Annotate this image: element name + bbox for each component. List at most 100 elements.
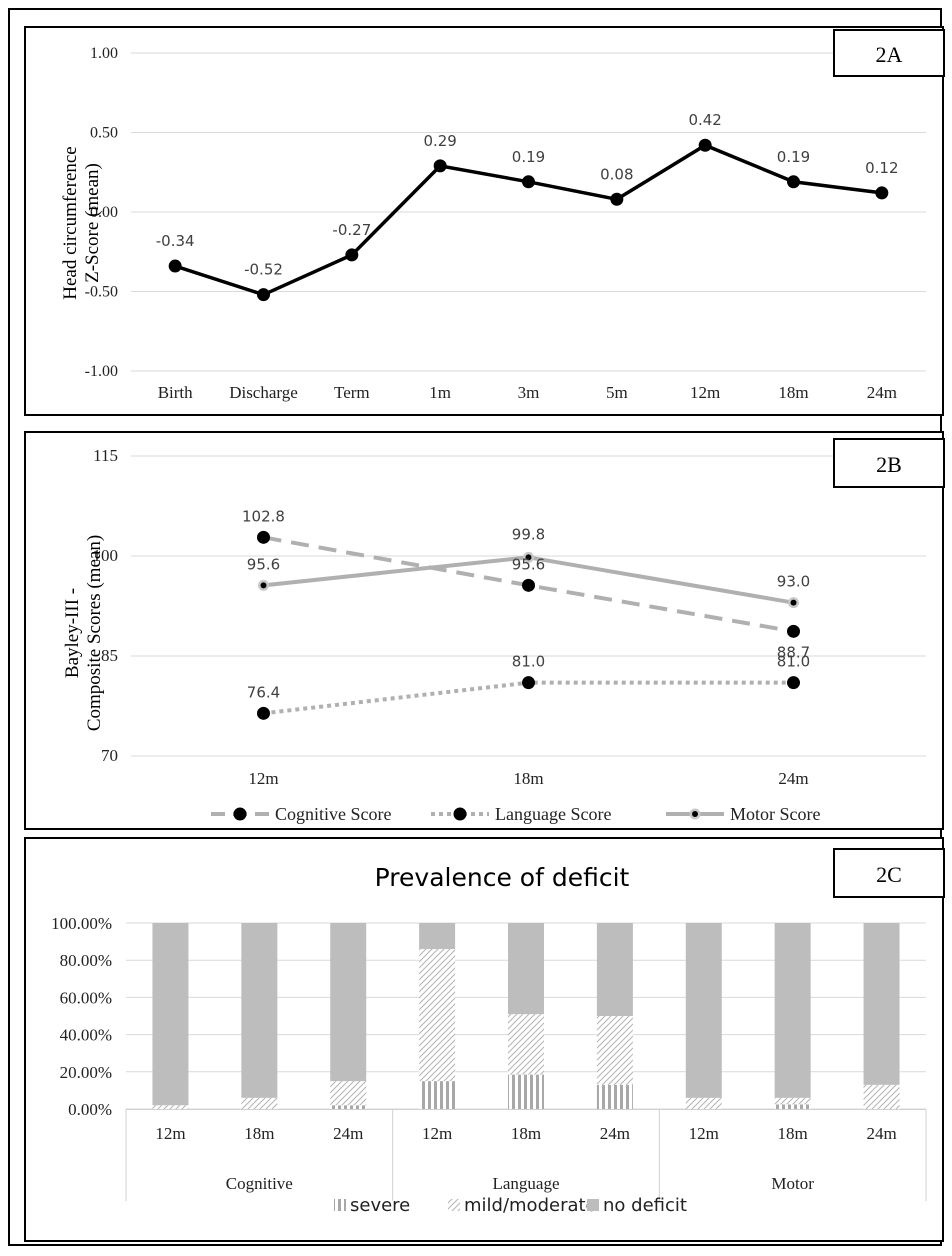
x-tick-label: 18m <box>778 383 808 402</box>
chart-2b: 115 100 85 70 12m 18m 24m 102.8 95.6 88.7 76.4 81… <box>62 438 945 824</box>
panel-2a: 1.00 0.50 0.00 -0.50 -1.00 Birth Discharge Ter… <box>24 26 945 416</box>
legend-label-mild-moderate: mild/moderate <box>464 1195 597 1216</box>
data-point-cognitive <box>522 578 535 592</box>
data-label: -0.27 <box>332 221 371 239</box>
data-label: 0.42 <box>688 111 721 129</box>
data-label-motor: 95.6 <box>247 555 280 573</box>
data-point <box>433 159 447 173</box>
bar-segment-no-deficit <box>330 923 367 1082</box>
data-point-language <box>522 676 535 690</box>
bar-segment-no-deficit <box>152 923 189 1106</box>
x-tick-label: 24m <box>867 383 897 402</box>
bar-segment-severe <box>596 1084 633 1109</box>
bar-segment-severe <box>508 1074 544 1109</box>
bar-segment-mild-moderate <box>685 1097 722 1109</box>
bar-segment-severe <box>330 1105 367 1109</box>
panel-2c: Prevalence of deficit 0.00% 20.00% 40.00% 6… <box>24 837 945 1242</box>
y-axis-label-line1: Bayley-III - <box>62 588 83 678</box>
data-point-cognitive <box>787 624 800 638</box>
data-label: -0.34 <box>156 232 195 250</box>
x-tick-label: 24m <box>600 1124 630 1143</box>
x-tick-label: 1m <box>429 383 451 402</box>
bar-segment-mild-moderate <box>596 1016 633 1085</box>
panel-label-box <box>833 29 945 77</box>
y-tick-label: 70 <box>101 746 118 765</box>
y-axis-label-line2: Composite Scores (mean) <box>84 535 105 731</box>
x-tick-label: 3m <box>518 383 540 402</box>
data-label-cognitive: 102.8 <box>242 507 285 525</box>
data-label: 0.19 <box>777 148 810 166</box>
data-point <box>698 138 712 152</box>
legend-label-cognitive: Cognitive Score <box>275 804 391 824</box>
bar-segment-mild-moderate <box>774 1097 811 1105</box>
x-tick-label: 18m <box>778 1124 808 1143</box>
y-tick-label: 115 <box>93 446 118 465</box>
data-point-language <box>787 676 800 690</box>
bar-segment-no-deficit <box>596 923 633 1016</box>
group-label: Motor <box>771 1174 814 1193</box>
legend-label-no-deficit: no deficit <box>603 1195 687 1216</box>
group-label: Cognitive <box>226 1174 293 1193</box>
data-point <box>875 186 889 200</box>
data-label-language: 76.4 <box>247 683 280 701</box>
data-label-cognitive: 95.6 <box>512 555 545 573</box>
data-label: 0.12 <box>865 159 898 177</box>
group-label: Language <box>492 1174 559 1193</box>
y-tick-label: -0.50 <box>85 284 118 301</box>
legend-swatch-severe <box>334 1199 346 1211</box>
data-point <box>345 248 359 262</box>
x-tick-label: 12m <box>155 1124 185 1143</box>
data-point-core-motor <box>525 554 532 561</box>
legend-swatch-no-deficit <box>587 1199 599 1211</box>
y-tick-label: 60.00% <box>60 988 112 1007</box>
chart-2a: 1.00 0.50 0.00 -0.50 -1.00 Birth Discharge Ter… <box>60 29 945 402</box>
data-point <box>522 175 535 189</box>
x-tick-label: 24m <box>866 1124 896 1143</box>
data-label-language: 81.0 <box>512 653 545 671</box>
panel-label: 2C <box>876 862 902 887</box>
data-point <box>257 288 270 302</box>
y-tick-label: 0.00 <box>90 204 118 221</box>
bar-segment-mild-moderate <box>330 1081 367 1106</box>
x-tick-label: 18m <box>511 1124 541 1143</box>
panel-label-box <box>833 438 945 488</box>
bar-segment-severe <box>419 1081 456 1109</box>
bar-segment-mild-moderate <box>863 1084 900 1109</box>
y-tick-label: 100.00% <box>51 914 112 933</box>
panel-label: 2A <box>876 42 903 67</box>
data-label: 0.29 <box>423 132 456 150</box>
x-tick-label: Discharge <box>229 383 298 402</box>
data-label-cognitive: 88.7 <box>777 643 810 661</box>
bar-segment-no-deficit <box>419 923 456 950</box>
data-label-motor: 99.8 <box>512 525 545 543</box>
legend-label-motor: Motor Score <box>730 804 820 824</box>
x-tick-label: 24m <box>778 769 808 788</box>
data-point-core-motor <box>790 599 797 606</box>
x-tick-label: 5m <box>606 383 628 402</box>
y-tick-label: 0.50 <box>90 125 118 142</box>
bar-segment-mild-moderate <box>508 1014 544 1075</box>
data-point <box>787 175 800 189</box>
bar-segment-mild-moderate <box>419 949 456 1082</box>
x-tick-label: 12m <box>422 1124 452 1143</box>
legend-label-severe: severe <box>350 1195 410 1216</box>
bar-segment-no-deficit <box>685 923 722 1098</box>
data-point <box>168 259 182 273</box>
bar-segment-no-deficit <box>241 923 278 1098</box>
bar-segment-severe <box>774 1104 811 1109</box>
data-point <box>610 192 624 206</box>
panel-label: 2B <box>876 452 902 477</box>
y-tick-label: -1.00 <box>85 363 118 380</box>
x-tick-label: 12m <box>248 769 278 788</box>
data-point-core-motor <box>260 582 267 589</box>
y-axis-label-line2: Z-Score (mean) <box>82 163 103 283</box>
data-point-language <box>257 706 270 720</box>
y-tick-label: 40.00% <box>60 1026 112 1045</box>
x-tick-label: 18m <box>244 1124 274 1143</box>
data-label-language: 81.0 <box>777 653 810 671</box>
x-tick-label: Term <box>334 383 370 402</box>
y-tick-label: 80.00% <box>60 951 112 970</box>
data-label: 0.08 <box>600 165 633 183</box>
bar-segment-no-deficit <box>774 923 811 1098</box>
bar-segment-mild-moderate <box>152 1105 189 1109</box>
